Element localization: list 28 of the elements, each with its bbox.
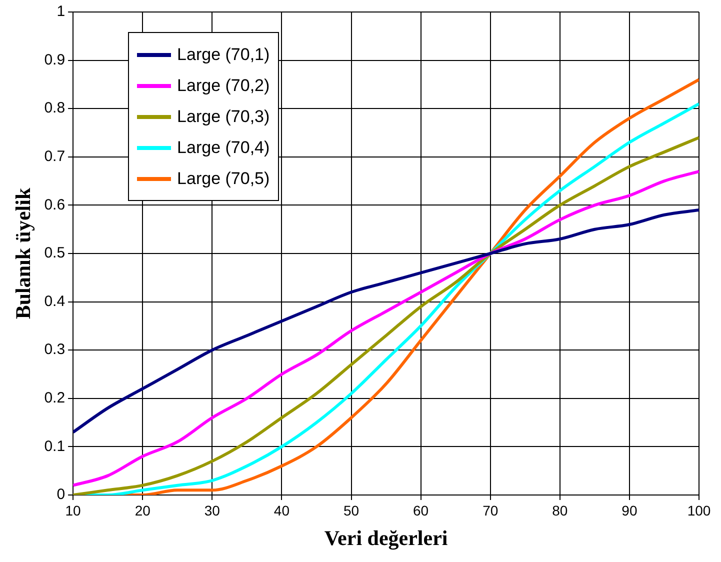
- x-axis-title: Veri değerleri: [324, 526, 448, 550]
- x-tick-label: 60: [413, 502, 429, 518]
- y-tick-label: 1: [56, 3, 66, 20]
- y-tick-label: 0.8: [44, 100, 66, 117]
- y-tick-label: 0.6: [44, 196, 66, 214]
- legend-label: Large (70,1): [177, 44, 270, 64]
- x-tick-label: 30: [204, 502, 220, 518]
- legend-label: Large (70,5): [177, 168, 270, 188]
- y-tick-label: 0.5: [44, 244, 66, 262]
- x-tick-label: 100: [687, 502, 711, 518]
- y-tick-label: 0.1: [44, 438, 66, 455]
- y-tick-label: 0: [56, 486, 66, 504]
- x-tick-label: 80: [552, 502, 568, 518]
- y-axis-title: Bulanık üyelik: [11, 188, 36, 320]
- legend-label: Large (70,3): [177, 106, 270, 126]
- x-tick-label: 40: [274, 502, 290, 518]
- x-tick-label: 10: [65, 502, 82, 518]
- legend-label: Large (70,2): [177, 76, 270, 96]
- x-tick-label: 50: [343, 502, 360, 518]
- x-tick-label: 70: [482, 502, 498, 518]
- y-tick-label: 0.7: [44, 148, 66, 166]
- x-tick-label: 90: [622, 502, 638, 518]
- y-tick-label: 0.4: [44, 292, 66, 310]
- y-tick-label: 0.9: [44, 51, 66, 68]
- x-tick-label: 20: [134, 502, 151, 518]
- y-tick-label: 0.2: [44, 390, 66, 407]
- legend-label: Large (70,4): [177, 138, 270, 158]
- y-tick-label: 0.3: [44, 341, 66, 358]
